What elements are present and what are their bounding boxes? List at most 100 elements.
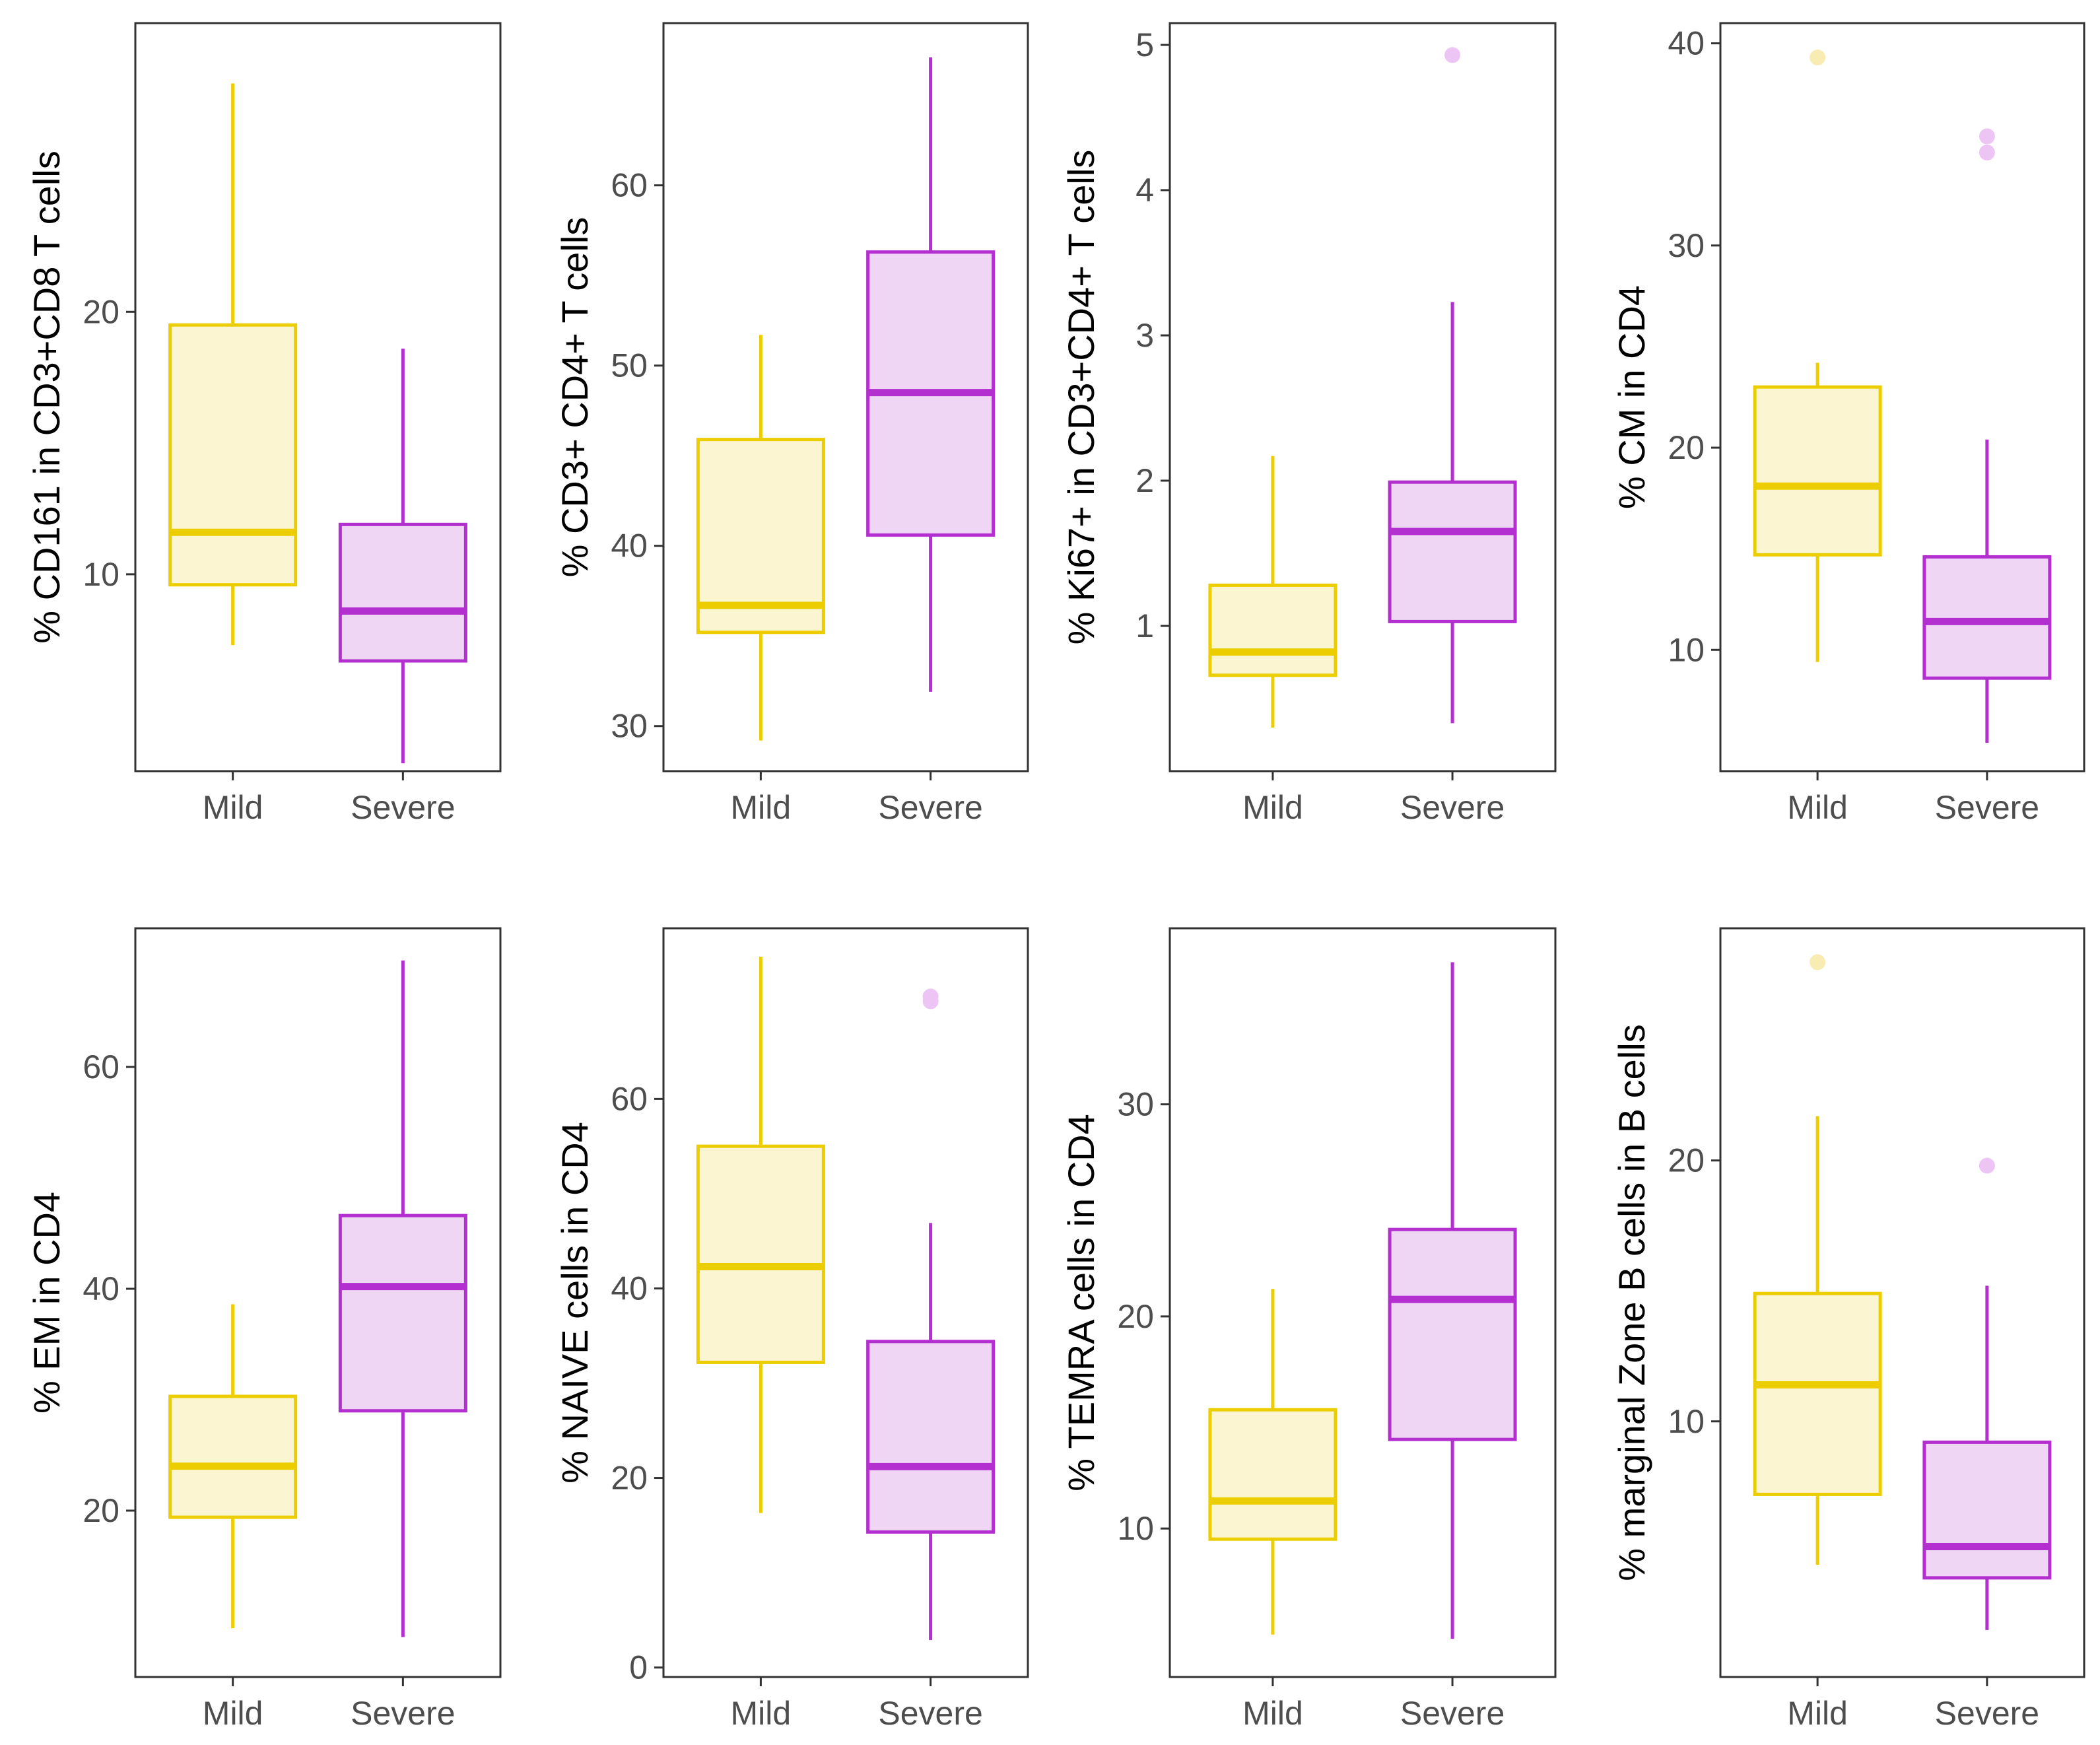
y-tick-label: 20 xyxy=(611,1460,648,1497)
y-tick-label: 4 xyxy=(1135,172,1154,209)
box-severe xyxy=(338,960,467,1637)
box-mild xyxy=(1208,456,1338,728)
x-tick-label: Severe xyxy=(878,1695,982,1732)
x-tick-label: Severe xyxy=(878,789,982,826)
y-tick-label: 50 xyxy=(611,347,648,384)
panel-border xyxy=(134,927,502,1678)
y-tick-label: 20 xyxy=(1668,429,1705,466)
y-tick-label: 20 xyxy=(1668,1142,1705,1179)
y-tick-label: 30 xyxy=(1668,227,1705,264)
box-severe xyxy=(1922,128,2052,743)
outlier-point xyxy=(1979,1157,1995,1174)
iqr-box xyxy=(1208,1408,1338,1541)
box-severe xyxy=(866,988,996,1641)
y-axis-title: % TEMRA cells in CD4 xyxy=(1060,1114,1102,1491)
y-tick-label: 2 xyxy=(1135,462,1154,499)
y-tick-label: 40 xyxy=(611,1270,648,1307)
x-tick-label: Mild xyxy=(203,1695,263,1732)
panel-border xyxy=(134,22,502,772)
box-severe xyxy=(866,57,996,692)
y-tick-label: 0 xyxy=(629,1649,648,1686)
panel-border xyxy=(1719,22,2085,772)
iqr-box xyxy=(696,438,825,634)
y-tick-label: 3 xyxy=(1135,317,1154,354)
box-severe xyxy=(338,348,467,764)
y-tick-label: 20 xyxy=(1117,1298,1154,1335)
y-tick-label: 60 xyxy=(83,1048,119,1085)
panel-6: 0 20 40 60 % NAIVE cells in CD4 Mild Severe xyxy=(554,927,1029,1732)
panel-8: 10 20 % marginal Zone B cells in B cells Mi… xyxy=(1611,927,2085,1732)
outlier-point xyxy=(1979,128,1995,145)
iqr-box xyxy=(168,1394,298,1519)
panel-border xyxy=(662,22,1029,772)
panel-border xyxy=(1169,927,1557,1678)
box-severe xyxy=(1388,47,1517,724)
iqr-box xyxy=(338,522,467,663)
y-tick-label: 5 xyxy=(1135,26,1154,63)
iqr-box xyxy=(1753,1291,1882,1496)
box-mild xyxy=(696,957,825,1513)
y-tick-label: 10 xyxy=(1668,631,1705,668)
y-axis-title: % CD161 in CD3+CD8 T cells xyxy=(26,151,67,643)
y-tick-label: 30 xyxy=(1117,1086,1154,1123)
y-tick-label: 60 xyxy=(611,1080,648,1117)
x-tick-label: Severe xyxy=(1400,1695,1505,1732)
panel-border xyxy=(1169,22,1557,772)
x-tick-label: Severe xyxy=(1935,789,2039,826)
x-tick-label: Mild xyxy=(203,789,263,826)
panel-1: 10 20 % CD161 in CD3+CD8 T cells Mild Severe xyxy=(26,22,502,826)
x-tick-label: Severe xyxy=(351,1695,455,1732)
y-tick-label: 10 xyxy=(1117,1510,1154,1547)
box-severe xyxy=(1388,962,1517,1639)
y-tick-label: 40 xyxy=(1668,25,1705,62)
x-tick-label: Mild xyxy=(1787,1695,1848,1732)
x-tick-label: Severe xyxy=(351,789,455,826)
box-severe xyxy=(1922,1157,2052,1630)
y-tick-label: 40 xyxy=(83,1270,119,1307)
iqr-box xyxy=(1208,583,1338,677)
y-tick-label: 60 xyxy=(611,167,648,204)
y-axis-title: % CM in CD4 xyxy=(1611,285,1652,509)
iqr-box xyxy=(866,1340,996,1534)
y-tick-label: 10 xyxy=(83,556,119,593)
outlier-point xyxy=(922,993,939,1009)
y-tick-label: 40 xyxy=(611,528,648,565)
box-mild xyxy=(1753,954,1882,1565)
iqr-box xyxy=(1388,1227,1517,1441)
x-tick-label: Mild xyxy=(1787,789,1848,826)
iqr-box xyxy=(696,1144,825,1364)
outlier-point xyxy=(1810,954,1826,971)
box-mild xyxy=(168,1304,298,1629)
panel-border xyxy=(662,927,1029,1678)
box-mild xyxy=(168,83,298,646)
x-tick-label: Mild xyxy=(1242,1695,1303,1732)
iqr-box xyxy=(1388,480,1517,623)
iqr-box xyxy=(168,323,298,587)
box-mild xyxy=(1208,1289,1338,1635)
panel-7: 10 20 30 % TEMRA cells in CD4 Mild Severe xyxy=(1060,927,1557,1732)
y-axis-title: % marginal Zone B cells in B cells xyxy=(1611,1024,1652,1581)
x-tick-label: Severe xyxy=(1400,789,1505,826)
x-tick-label: Mild xyxy=(1242,789,1303,826)
y-tick-label: 30 xyxy=(611,708,648,745)
x-tick-label: Mild xyxy=(731,1695,792,1732)
y-axis-title: % NAIVE cells in CD4 xyxy=(554,1122,595,1484)
outlier-point xyxy=(1444,47,1461,63)
iqr-box xyxy=(1753,385,1882,557)
panel-border xyxy=(1719,927,2085,1678)
box-mild xyxy=(696,335,825,741)
iqr-box xyxy=(1922,1440,2052,1580)
panel-4: 10 20 30 40 % CM in CD4 Mild Severe xyxy=(1611,22,2085,826)
x-tick-label: Mild xyxy=(731,789,792,826)
y-tick-label: 1 xyxy=(1135,607,1154,644)
iqr-box xyxy=(338,1214,467,1413)
outlier-point xyxy=(1810,50,1826,66)
panel-3: 1 2 3 4 5 % Ki67+ in CD3+CD4+ T cells Mild Seve… xyxy=(1060,22,1557,826)
y-tick-label: 10 xyxy=(1668,1403,1705,1440)
box-mild xyxy=(1753,50,1882,662)
panel-2: 30 40 50 60 % CD3+ CD4+ T cells Mild Severe xyxy=(554,22,1029,826)
y-axis-title: % Ki67+ in CD3+CD4+ T cells xyxy=(1060,150,1102,645)
y-tick-label: 20 xyxy=(83,1492,119,1529)
